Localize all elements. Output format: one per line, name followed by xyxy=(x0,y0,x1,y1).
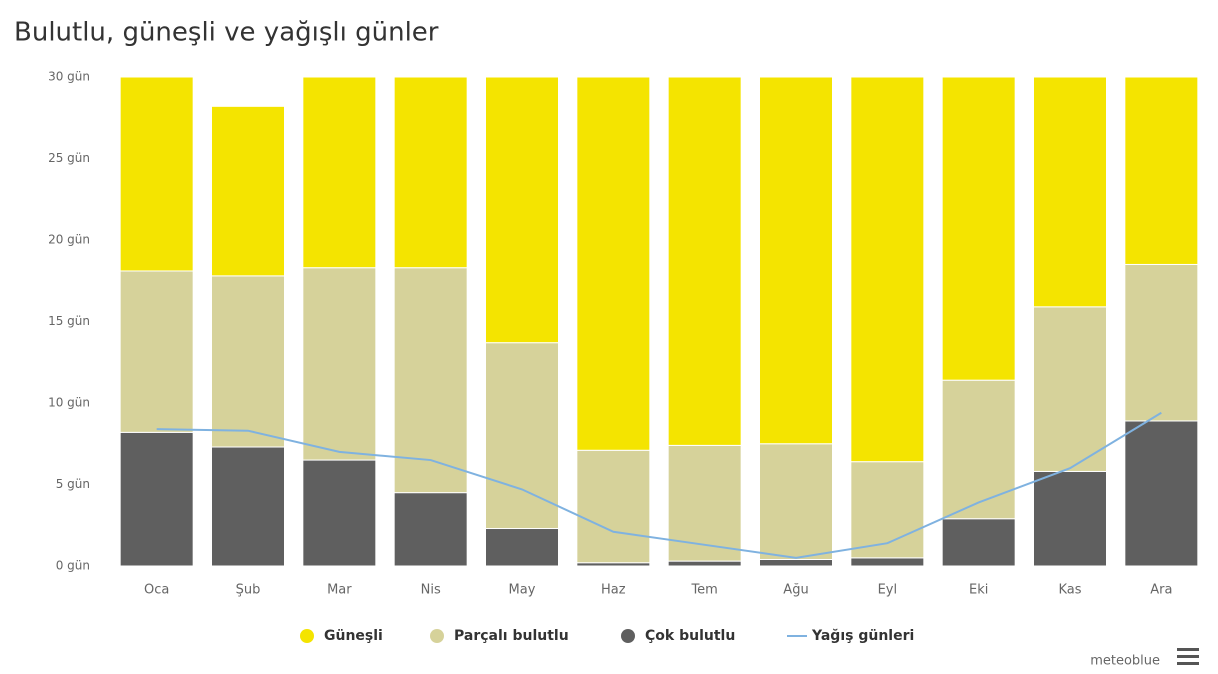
bar-segment xyxy=(1124,420,1199,567)
x-tick-label: Mar xyxy=(327,583,352,598)
x-tick-label: May xyxy=(509,583,536,598)
menu-bar xyxy=(1177,655,1199,658)
bar-segment xyxy=(1033,306,1107,472)
bar-segment xyxy=(485,76,559,344)
legend-label: Yağış günleri xyxy=(811,628,914,644)
bar-segment xyxy=(759,443,833,560)
y-tick-label: 5 gün xyxy=(56,477,90,491)
legend-label: Parçalı bulutlu xyxy=(454,628,569,644)
x-tick-label: Ağu xyxy=(783,583,808,598)
bar-segment xyxy=(119,431,194,567)
bar-segment xyxy=(850,557,925,567)
bar-segment xyxy=(667,444,742,562)
bar-segment xyxy=(393,492,468,567)
bar-segment xyxy=(211,446,285,567)
bar-segment xyxy=(759,76,833,445)
legend-symbol xyxy=(621,629,635,643)
legend-symbol xyxy=(430,629,444,643)
bar-segment xyxy=(850,76,925,463)
bar-segment xyxy=(211,275,285,448)
legend-item[interactable]: Yağış günleri xyxy=(787,628,914,644)
legend-label: Çok bulutlu xyxy=(645,628,735,644)
menu-bar xyxy=(1177,662,1199,665)
menu-bar xyxy=(1177,648,1199,651)
x-tick-label: Şub xyxy=(236,583,261,598)
x-tick-label: Oca xyxy=(144,583,169,598)
bar-segment xyxy=(941,379,1016,520)
chart-title: Bulutlu, güneşli ve yağışlı günler xyxy=(14,18,439,48)
legend-symbol xyxy=(300,629,314,643)
bar-segment xyxy=(1033,470,1107,567)
bar-segment xyxy=(850,461,925,559)
bar-segment xyxy=(576,76,651,451)
legend-label: Güneşli xyxy=(324,628,383,644)
bar-segment xyxy=(211,105,285,277)
y-tick-label: 15 gün xyxy=(48,314,90,328)
bar-segment xyxy=(1124,76,1199,265)
bar-segment xyxy=(485,528,559,567)
y-tick-label: 20 gün xyxy=(48,233,90,247)
bar-segment xyxy=(1124,263,1199,422)
bar-segment xyxy=(393,76,468,269)
bar-segment xyxy=(576,449,651,564)
menu-icon[interactable] xyxy=(1177,648,1199,665)
y-tick-label: 0 gün xyxy=(56,559,90,573)
y-tick-label: 30 gün xyxy=(48,70,90,84)
bar-segment xyxy=(302,459,377,567)
bar-segment xyxy=(759,558,833,567)
x-tick-label: Ara xyxy=(1150,583,1172,598)
legend-item[interactable]: Çok bulutlu xyxy=(621,628,735,644)
x-tick-label: Eki xyxy=(969,583,988,598)
bar-segment xyxy=(667,76,742,446)
bar-segment xyxy=(1033,76,1107,308)
bar-segment xyxy=(119,76,194,272)
y-tick-label: 10 gün xyxy=(48,396,90,410)
bar-segment xyxy=(941,76,1016,381)
y-tick-label: 25 gün xyxy=(48,151,90,165)
x-tick-label: Eyl xyxy=(878,583,898,598)
bar-segment xyxy=(393,267,468,494)
bar-segment xyxy=(941,518,1016,567)
credit: meteoblue xyxy=(1090,654,1160,669)
line xyxy=(156,411,1162,559)
bar-segment xyxy=(119,270,194,433)
bar-segment xyxy=(302,76,377,269)
x-tick-label: Nis xyxy=(421,583,441,598)
bar-segment xyxy=(485,342,559,530)
bar-segment xyxy=(667,560,742,567)
x-tick-label: Kas xyxy=(1058,583,1081,598)
legend-item[interactable]: Güneşli xyxy=(300,628,383,644)
bar-segment xyxy=(302,267,377,461)
x-tick-label: Haz xyxy=(601,583,626,598)
legend-item[interactable]: Parçalı bulutlu xyxy=(430,628,569,644)
x-tick-label: Tem xyxy=(690,583,717,598)
